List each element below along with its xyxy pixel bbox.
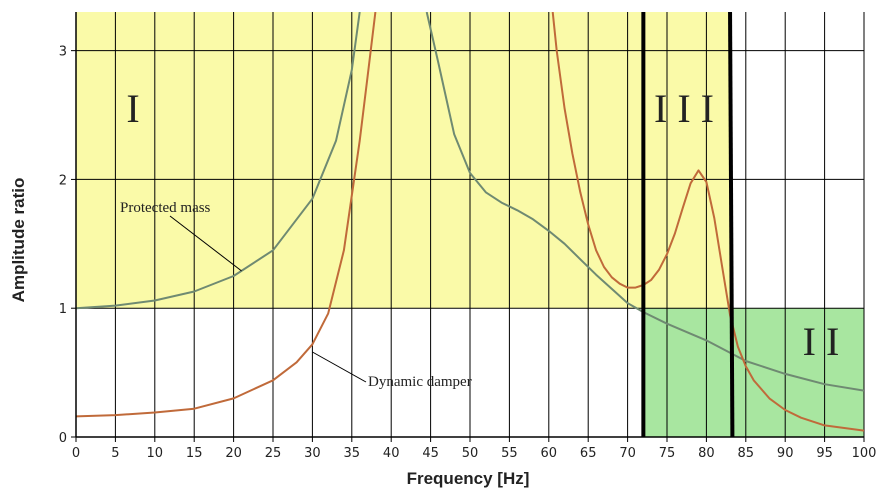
region-label-III: III: [654, 86, 724, 131]
x-tick-label: 45: [422, 446, 439, 461]
x-tick-label: 25: [265, 446, 282, 461]
protected-mass-curve-left: [76, 12, 361, 310]
x-tick-label: 30: [304, 446, 321, 461]
annotation-leader-dynamic-damper: [312, 351, 367, 383]
y-tick-label: 2: [59, 173, 67, 188]
x-tick-label: 20: [225, 446, 242, 461]
x-tick-label: 70: [619, 446, 636, 461]
annotation-leader-protected-mass: [169, 215, 242, 272]
x-tick-label: 100: [852, 446, 877, 461]
x-tick-label: 40: [383, 446, 400, 461]
y-tick-label: 0: [59, 431, 67, 446]
annotation-protected-mass: Protected mass: [120, 200, 211, 216]
annotations: [169, 215, 367, 383]
x-tick-label: 0: [72, 446, 80, 461]
x-tick-label: 35: [344, 446, 361, 461]
x-tick-label: 50: [462, 446, 479, 461]
x-tick-label: 10: [147, 446, 164, 461]
region-III-fill: [643, 12, 731, 309]
y-tick-label: 3: [59, 45, 67, 60]
x-tick-label: 80: [698, 446, 715, 461]
annotation-dynamic-damper: Dynamic damper: [368, 374, 472, 390]
dynamic-damper-curve-left: [76, 12, 377, 418]
y-axis-label: Amplitude ratio: [9, 178, 28, 303]
region-label-II: II: [803, 319, 850, 364]
x-tick-label: 15: [186, 446, 203, 461]
dynamic-damper-curve-right: [551, 12, 864, 432]
region-label-I: I: [126, 86, 139, 131]
x-tick-label: 65: [580, 446, 597, 461]
x-tick-label: 95: [816, 446, 833, 461]
x-tick-label: 5: [111, 446, 119, 461]
tick-labels: 0 5 10 15 20 25 30 35 40 45 50 55 60 65 70 75 80 85 90 95 10…: [59, 45, 877, 461]
x-tick-label: 85: [738, 446, 755, 461]
x-tick-label: 60: [541, 446, 558, 461]
x-tick-label: 75: [659, 446, 676, 461]
region-boundary-line: [728, 11, 735, 438]
y-tick-label: 1: [59, 302, 67, 317]
boundary-lines: [641, 11, 735, 438]
x-axis-label: Frequency [Hz]: [407, 469, 530, 488]
x-tick-label: 90: [777, 446, 794, 461]
x-tick-label: 55: [501, 446, 518, 461]
